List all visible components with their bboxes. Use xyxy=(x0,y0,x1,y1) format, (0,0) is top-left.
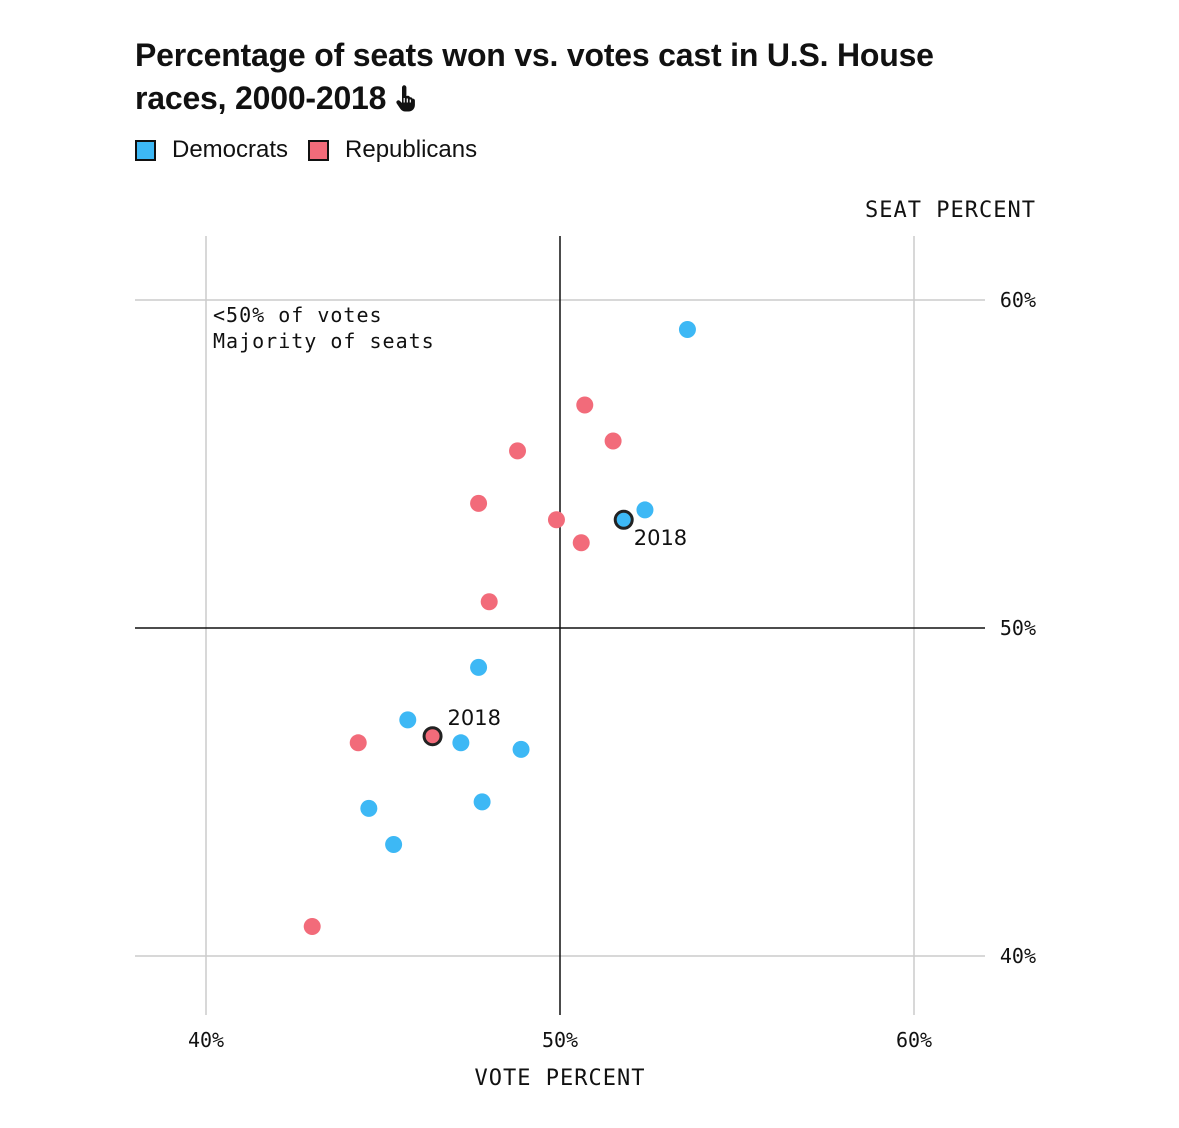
data-point-democrats[interactable] xyxy=(385,835,403,853)
highlighted-point-republicans[interactable] xyxy=(422,726,443,747)
chart-title: Percentage of seats won vs. votes cast i… xyxy=(135,34,1015,120)
pointer-hand-icon[interactable] xyxy=(394,85,416,113)
point-label-democrats: 2018 xyxy=(634,526,687,550)
y-tick-label: 60% xyxy=(1000,288,1036,312)
quadrant-annotation-line-1: <50% of votes xyxy=(213,303,383,327)
x-tick-label: 50% xyxy=(542,1028,578,1052)
data-points: 2018 2018 xyxy=(303,321,696,935)
point-label-republicans: 2018 xyxy=(448,706,501,730)
data-point-republicans[interactable] xyxy=(303,917,321,935)
legend-swatch-democrats xyxy=(135,139,156,161)
data-point-democrats[interactable] xyxy=(473,793,491,811)
legend-swatch-republicans xyxy=(308,139,330,161)
data-point-republicans[interactable] xyxy=(604,432,622,450)
data-point-democrats[interactable] xyxy=(470,658,488,676)
legend-item-republicans[interactable]: Republicans xyxy=(308,136,477,164)
chart-title-text: Percentage of seats won vs. votes cast i… xyxy=(135,37,934,116)
y-axis-label: SEAT PERCENT xyxy=(865,198,1036,223)
data-point-republicans[interactable] xyxy=(480,593,498,611)
x-tick-label: 60% xyxy=(896,1028,932,1052)
tick-labels: 40% 50% 60% 40% 50% 60% xyxy=(188,288,1036,1052)
data-point-democrats[interactable] xyxy=(636,501,654,519)
highlighted-point-democrats[interactable] xyxy=(613,509,634,530)
y-tick-label: 50% xyxy=(1000,616,1036,640)
x-axis-label: VOTE PERCENT xyxy=(475,1066,646,1091)
data-point-republicans[interactable] xyxy=(349,734,367,752)
data-point-democrats[interactable] xyxy=(512,740,530,758)
data-point-republicans[interactable] xyxy=(547,511,565,529)
data-point-democrats[interactable] xyxy=(360,799,378,817)
data-point-democrats[interactable] xyxy=(452,734,470,752)
data-point-democrats[interactable] xyxy=(678,321,696,339)
quadrant-annotation-line-2: Majority of seats xyxy=(213,329,435,353)
legend-label-democrats: Democrats xyxy=(172,136,289,163)
data-point-republicans[interactable] xyxy=(572,534,590,552)
legend-item-democrats[interactable]: Democrats xyxy=(135,136,288,164)
chart-legend: Democrats Republicans xyxy=(135,136,497,164)
legend-label-republicans: Republicans xyxy=(345,136,478,163)
data-point-republicans[interactable] xyxy=(509,442,527,460)
y-tick-label: 40% xyxy=(1000,944,1036,968)
data-point-democrats[interactable] xyxy=(399,711,417,729)
x-tick-label: 40% xyxy=(188,1028,224,1052)
axis-lines xyxy=(135,236,985,1015)
data-point-republicans[interactable] xyxy=(576,396,594,414)
data-point-republicans[interactable] xyxy=(470,494,488,512)
